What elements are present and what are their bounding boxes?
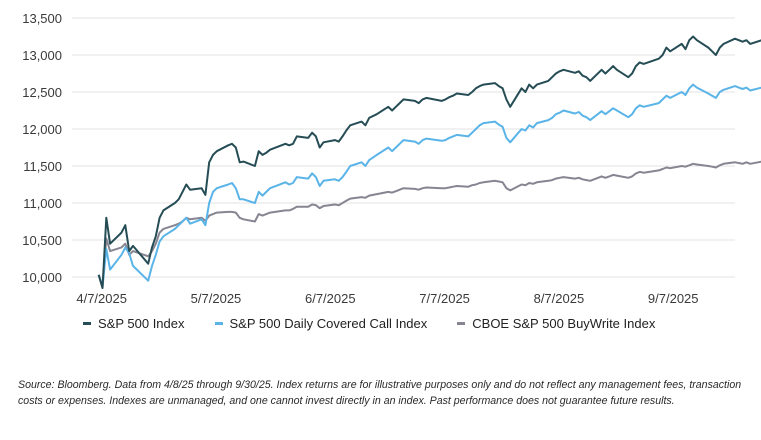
x-tick-label: 7/7/2025 (419, 291, 470, 306)
series-line-buywrite (97, 160, 761, 289)
x-tick-label: 8/7/2025 (534, 291, 585, 306)
y-tick-label: 10,000 (22, 270, 62, 285)
y-axis-ticks: 10,000 10,500 11,000 11,500 12,000 12,500 13,0… (22, 11, 62, 285)
y-tick-label: 13,500 (22, 11, 62, 26)
legend-label-covered-call: S&P 500 Daily Covered Call Index (229, 316, 428, 331)
legend-item-covered-call: S&P 500 Daily Covered Call Index (214, 316, 428, 331)
legend-item-buywrite: CBOE S&P 500 BuyWrite Index (457, 316, 655, 331)
legend-swatch-sp500 (83, 322, 91, 325)
series-lines (97, 35, 761, 290)
y-tick-label: 10,500 (22, 233, 62, 248)
legend-label-sp500: S&P 500 Index (98, 316, 185, 331)
y-tick-label: 11,000 (23, 196, 62, 211)
x-tick-label: 6/7/2025 (305, 291, 356, 306)
source-note: Source: Bloomberg. Data from 4/8/25 thro… (18, 379, 742, 407)
y-tick-label: 12,000 (22, 122, 62, 137)
y-tick-label: 13,000 (22, 48, 62, 63)
gridlines (72, 17, 735, 278)
series-line-covered-call (97, 83, 761, 288)
x-axis-ticks: 4/7/2025 5/7/2025 6/7/2025 7/7/2025 8/7/2025… (76, 291, 698, 306)
legend-label-buywrite: CBOE S&P 500 BuyWrite Index (472, 316, 656, 331)
x-tick-label: 9/7/2025 (648, 291, 699, 306)
legend: S&P 500 Index S&P 500 Daily Covered Call… (83, 316, 685, 331)
legend-swatch-covered-call (214, 322, 223, 325)
legend-swatch-buywrite (457, 322, 466, 325)
y-tick-label: 12,500 (22, 85, 62, 100)
x-tick-label: 4/7/2025 (76, 291, 127, 306)
legend-item-sp500: S&P 500 Index (83, 316, 185, 331)
series-line-sp500 (97, 35, 761, 290)
x-tick-label: 5/7/2025 (191, 291, 242, 306)
line-chart: 10,000 10,500 11,000 11,500 12,000 12,500 13,0… (22, 11, 761, 306)
y-tick-label: 11,500 (23, 159, 62, 174)
